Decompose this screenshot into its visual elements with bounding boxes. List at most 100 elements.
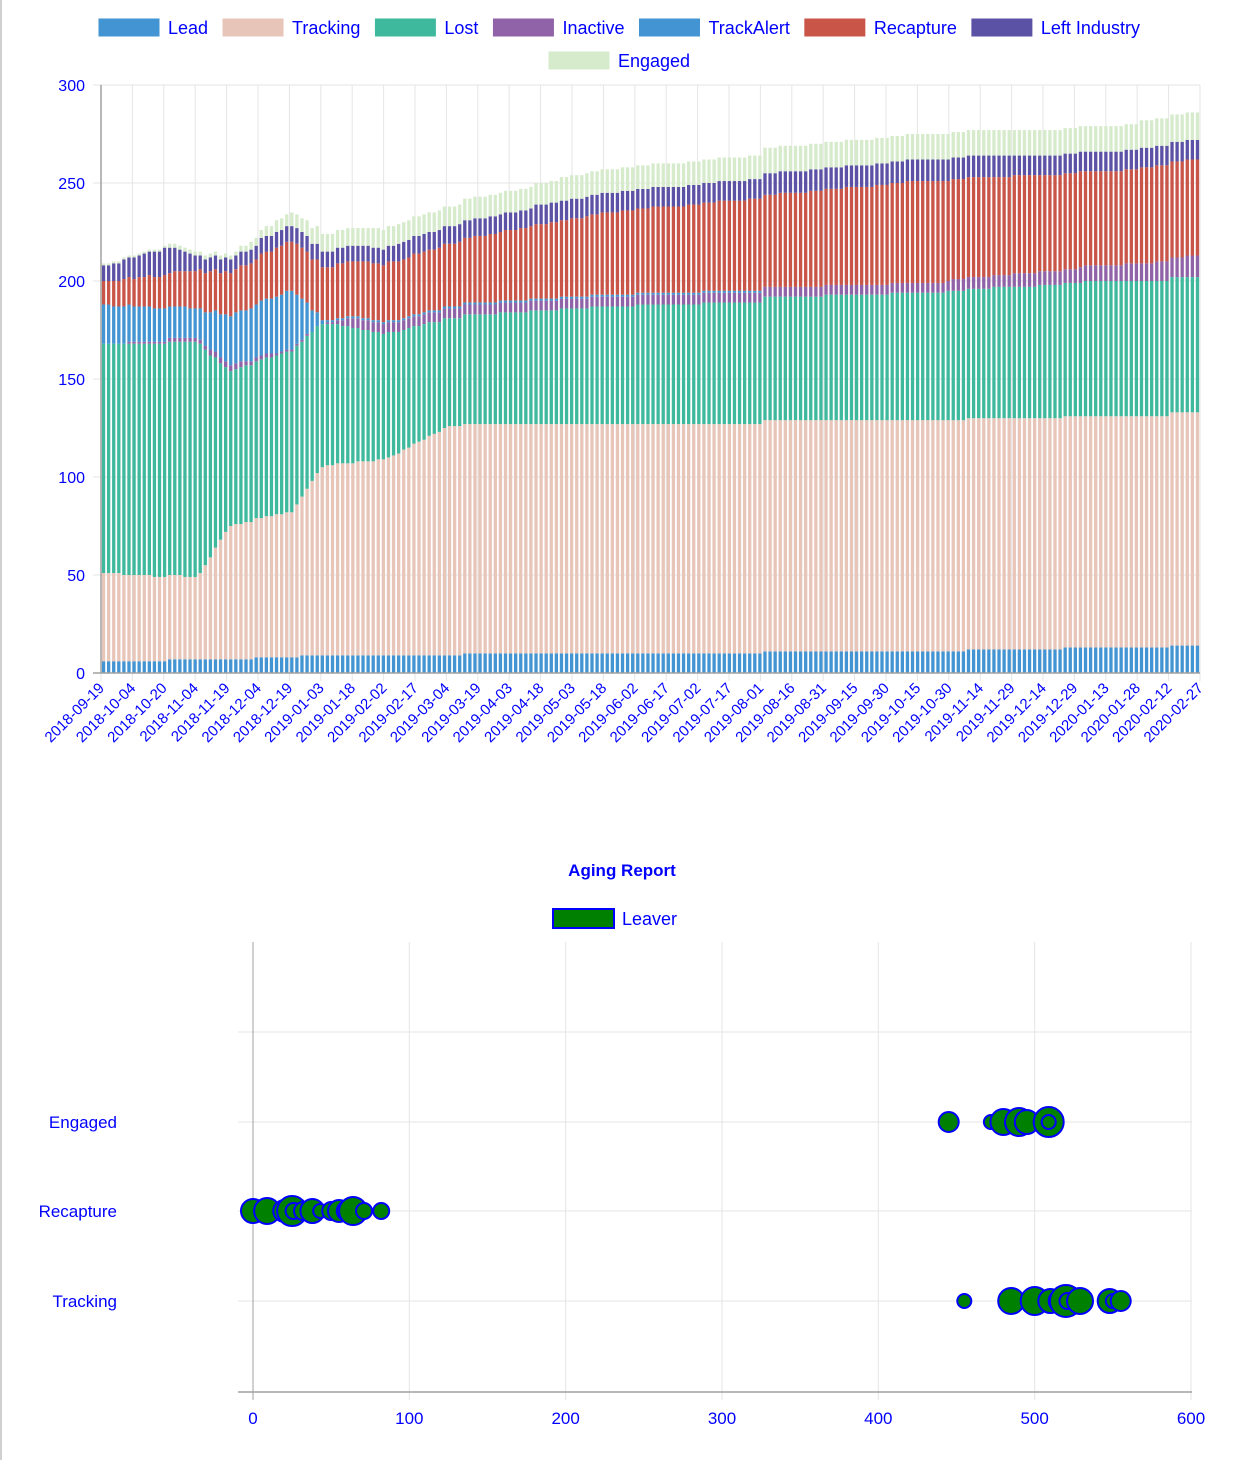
bar-segment-inactive — [625, 296, 630, 307]
bar-segment-lead — [452, 655, 457, 673]
bar-segment-tracking — [605, 424, 609, 654]
bar-segment-left-industry — [1083, 151, 1088, 172]
bar-segment-lead — [610, 653, 614, 673]
bar-segment-tracking — [809, 420, 813, 652]
bar-segment-inactive — [1150, 263, 1154, 281]
bar-segment-inactive — [493, 304, 497, 315]
bar-segment-trackalert — [559, 296, 564, 299]
bar-segment-trackalert — [315, 312, 319, 327]
bar-segment-recapture — [366, 261, 370, 319]
bar-segment-left-industry — [1038, 155, 1042, 176]
bar-segment-lost — [1099, 281, 1103, 417]
bar-segment-engaged — [793, 145, 798, 172]
bar-segment-lead — [620, 653, 625, 673]
bar-segment-lost — [722, 302, 726, 425]
bar-segment-inactive — [259, 355, 263, 360]
bar-segment-inactive — [1195, 255, 1200, 278]
bar-segment-lead — [178, 659, 182, 673]
bar-segment-engaged — [1027, 130, 1032, 156]
bar-segment-lost — [717, 302, 721, 425]
bar-segment-lost — [1129, 281, 1133, 417]
bar-segment-inactive — [142, 341, 146, 344]
bar-segment-trackalert — [137, 306, 141, 342]
bar-segment-inactive — [285, 349, 289, 352]
bar-segment-lost — [646, 304, 650, 425]
bar-segment-tracking — [931, 420, 935, 652]
bar-segment-left-industry — [1012, 155, 1016, 176]
bar-segment-lead — [488, 653, 492, 673]
bar-segment-lead — [447, 655, 452, 673]
bar-segment-engaged — [498, 192, 503, 215]
bar-segment-inactive — [564, 298, 569, 309]
bar-segment-engaged — [152, 249, 157, 252]
bar-segment-trackalert — [742, 290, 747, 293]
bar-segment-engaged — [1195, 112, 1200, 140]
bar-segment-lost — [534, 310, 538, 425]
bar-segment-left-industry — [412, 235, 416, 254]
bar-segment-lost — [1063, 282, 1067, 417]
bar-segment-engaged — [569, 175, 574, 199]
bar-segment-left-industry — [931, 159, 935, 182]
bar-segment-left-industry — [605, 192, 609, 213]
bar-segment-inactive — [860, 284, 864, 295]
bar-segment-engaged — [773, 147, 777, 174]
bar-segment-inactive — [666, 294, 670, 305]
bar-segment-engaged — [625, 167, 630, 191]
bar-segment-left-industry — [244, 251, 248, 266]
bar-segment-lost — [218, 363, 223, 540]
bar-segment-engaged — [824, 141, 828, 168]
bar-segment-lead — [249, 659, 253, 673]
bar-segment-tracking — [1099, 416, 1103, 648]
bar-segment-lost — [1124, 281, 1128, 417]
bar-segment-engaged — [402, 222, 406, 242]
bar-segment-lost — [575, 308, 579, 425]
bar-segment-tracking — [519, 424, 523, 654]
bar-segment-inactive — [941, 282, 945, 293]
bar-segment-left-industry — [478, 218, 482, 236]
bar-segment-lost — [956, 290, 960, 421]
bar-segment-tracking — [295, 504, 299, 658]
bar-segment-recapture — [661, 206, 665, 293]
bar-segment-tracking — [641, 424, 645, 654]
bar-segment-lead — [885, 651, 889, 673]
bar-segment-lead — [905, 651, 910, 673]
bar-segment-lead — [483, 653, 487, 673]
bar-segment-engaged — [1114, 126, 1118, 152]
bar-segment-left-industry — [860, 165, 864, 187]
legend-swatch — [491, 17, 555, 38]
bar-segment-lead — [702, 653, 706, 673]
bar-segment-recapture — [768, 194, 772, 287]
bar-segment-tracking — [926, 420, 930, 652]
bar-segment-left-industry — [615, 192, 620, 213]
bar-segment-lead — [1002, 649, 1006, 673]
bar-segment-recapture — [397, 261, 401, 321]
bar-segment-engaged — [524, 188, 528, 211]
bar-segment-engaged — [997, 130, 1001, 156]
bar-segment-inactive — [224, 361, 228, 368]
bar-segment-tracking — [804, 420, 808, 652]
bar-segment-tracking — [397, 453, 401, 656]
bar-segment-lost — [569, 308, 574, 425]
bar-segment-recapture — [982, 177, 986, 278]
bar-segment-lost — [432, 322, 436, 434]
bar-segment-tracking — [447, 426, 452, 656]
bar-segment-left-industry — [600, 192, 604, 213]
bar-segment-tracking — [1144, 416, 1149, 648]
bar-segment-recapture — [1129, 169, 1133, 264]
bar-segment-tracking — [157, 576, 162, 662]
bar-segment-engaged — [112, 261, 116, 264]
bar-segment-lead — [554, 653, 559, 673]
bar-segment-recapture — [809, 190, 813, 287]
bar-segment-inactive — [254, 357, 258, 362]
bar-segment-engaged — [132, 255, 136, 258]
bar-segment-lost — [183, 341, 187, 577]
bar-segment-inactive — [748, 292, 752, 303]
bar-segment-lost — [844, 294, 849, 421]
bar-segment-lead — [982, 649, 986, 673]
bar-segment-tracking — [376, 459, 380, 656]
bar-segment-tracking — [595, 424, 599, 654]
bar-segment-recapture — [676, 206, 681, 293]
bar-segment-engaged — [1104, 126, 1108, 152]
bar-segment-lead — [758, 653, 762, 673]
bar-segment-left-industry — [483, 218, 487, 236]
